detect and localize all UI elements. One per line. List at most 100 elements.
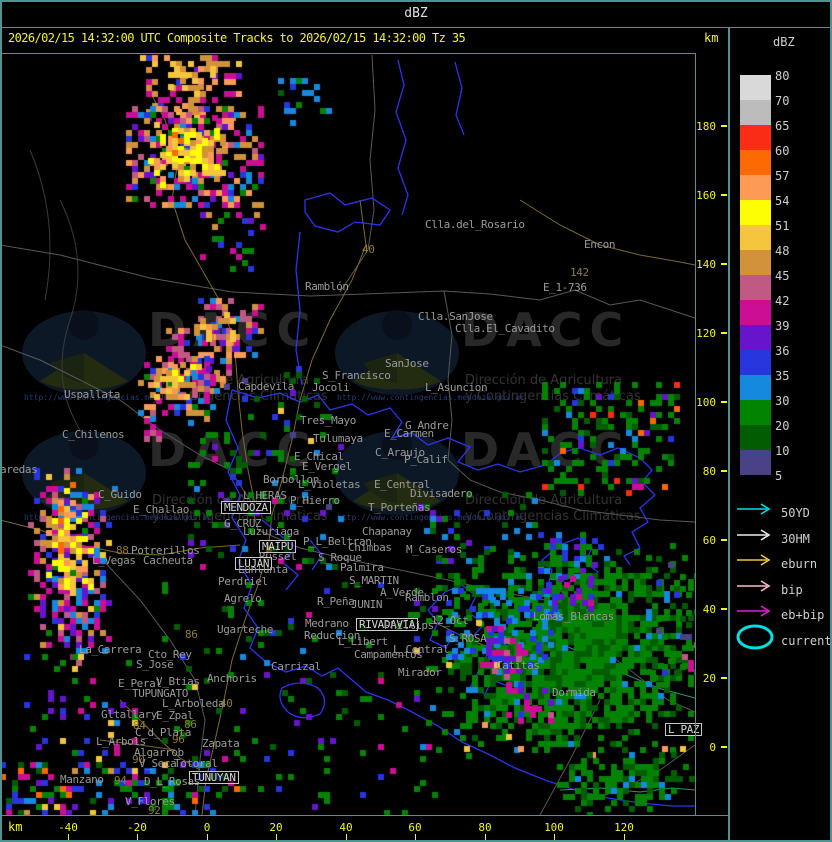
map-label-town: Algarrob: [134, 746, 184, 759]
track-legend-row: 30HM: [735, 527, 810, 553]
map-label-town: aredas: [0, 463, 38, 476]
map-label-town: Palmira: [340, 561, 384, 574]
map-label-city-boxed: L_PAZ: [665, 723, 703, 736]
dbz-swatch: [740, 350, 771, 375]
frame-bottom: [0, 840, 832, 842]
map-label-route-number: 86: [185, 628, 198, 641]
legend-panel: dBZ 80 70 65 60 57 54 51 48 45 42 39 36 35 30 20 10 5 50…: [729, 27, 832, 842]
right-axis-tick-label: 0: [709, 741, 716, 754]
map-label-town: V_Flores: [125, 795, 175, 808]
map-label-city-boxed: RIVADAVIA: [356, 618, 419, 631]
50YD-arrow-icon: [737, 503, 771, 515]
right-axis-tick: [721, 332, 727, 334]
dbz-swatch: [740, 325, 771, 350]
map-label-town: P_Hierro: [290, 494, 340, 507]
dbz-swatch: [740, 375, 771, 400]
map-label-route-number: 94: [114, 774, 127, 787]
right-axis-tick: [721, 608, 727, 610]
map-label-town: Capdevila: [238, 380, 295, 393]
map-label-town: E_Central: [374, 478, 431, 491]
map-label-town: Cacheuta: [143, 554, 193, 567]
dbz-scale-label: 39: [775, 319, 790, 333]
dbz-scale-label: 70: [775, 94, 790, 108]
map-label-route-number: 84: [133, 719, 146, 732]
map-label-town: L_Violetas: [298, 478, 361, 491]
map-label-town: Perdriel: [218, 575, 268, 588]
map-bottom-border: [0, 815, 729, 816]
bottom-axis-tick-label: 40: [339, 821, 353, 834]
eburn-arrow-icon: [737, 554, 771, 566]
map-label-town: Tres_Mayo: [300, 414, 357, 427]
dbz-swatch: [740, 425, 771, 450]
map-label-city-boxed: LUJAN: [235, 557, 273, 570]
map-label-town: S_MARTIN: [349, 574, 399, 587]
map-label-town: S_Francisco: [322, 369, 391, 382]
map-label-city-boxed: TUNUYAN: [189, 771, 239, 784]
map-label-city-boxed: MAIPU: [259, 540, 297, 553]
map-label-route-number: 142: [570, 266, 589, 279]
dbz-swatch: [740, 275, 771, 300]
track-legend-label: 30HM: [781, 531, 810, 546]
bottom-axis-tick: [485, 834, 486, 840]
map-label-town: Tulumaya: [313, 432, 363, 445]
bottom-axis-tick-label: 80: [478, 821, 492, 834]
bottom-axis-tick: [68, 834, 69, 840]
map-label-town: E_Challao: [133, 503, 190, 516]
bottom-axis-tick-label: 20: [269, 821, 283, 834]
right-axis-tick-label: 20: [702, 672, 716, 685]
map-label-town: Potrerillos: [131, 544, 200, 557]
map-label-route-number: 88: [116, 544, 129, 557]
right-axis-tick: [721, 401, 727, 403]
dbz-scale-label: 20: [775, 419, 790, 433]
map-label-town: L_Arboleda: [162, 697, 225, 710]
map-label-town: Mirador: [398, 666, 442, 679]
map-label-town: Ramblón: [305, 280, 349, 293]
dbz-swatch: [740, 300, 771, 325]
right-axis-tick-label: 140: [696, 258, 716, 271]
map-label-city-boxed: MENDOZA: [221, 501, 271, 514]
right-axis-tick-label: 40: [702, 603, 716, 616]
track-legend-label: eburn: [781, 557, 818, 571]
map-label-town: Catitas: [496, 659, 540, 672]
map-label-town: Phillips: [384, 619, 434, 632]
map-label-town: E_1-736: [543, 281, 587, 294]
map-label-town: C_Guido: [98, 488, 142, 501]
bottom-axis-tick: [554, 834, 555, 840]
right-axis-tick-label: 180: [696, 120, 716, 133]
map-label-town: S_ROSA: [449, 632, 487, 645]
map-label-town: Luzuriaga: [243, 525, 300, 538]
track-legend-label: 50YD: [781, 506, 810, 520]
dbz-scale-label: 42: [775, 294, 790, 308]
map-label-route-number: 92: [148, 804, 161, 817]
frame-left: [0, 0, 2, 842]
dbz-scale-label: 30: [775, 394, 790, 408]
bottom-axis-tick-label: 60: [408, 821, 422, 834]
dbz-scale-label: 5: [775, 469, 783, 483]
dbz-scale-label: 80: [775, 69, 790, 83]
map-label-town: Dormida: [552, 686, 596, 699]
track-legend-label: eb+bip: [781, 608, 825, 622]
map-label-town: V_Seca: [139, 757, 177, 770]
map-label-town: M_Caseros: [406, 543, 463, 556]
map-label-town: L_Libert: [338, 635, 388, 648]
map-label-town: Zapata: [202, 737, 240, 750]
map-label-town: Divisadero: [410, 487, 473, 500]
map-label-route-number: 96: [172, 733, 185, 746]
dbz-scale-label: 57: [775, 169, 790, 183]
map-label-town: TUPUNGATO: [132, 687, 189, 700]
frame-top: [0, 0, 832, 2]
dbz-scale-label: 60: [775, 144, 790, 158]
track-legend-row: eburn: [735, 552, 817, 578]
map-label-town: Anchoris: [207, 672, 257, 685]
right-axis-tick-label: 60: [702, 534, 716, 547]
track-legend-row: bip: [735, 578, 803, 604]
dbz-swatch: [740, 250, 771, 275]
map-label-town: Clla.SanJose: [418, 310, 493, 323]
map-label-route-number: 86: [184, 718, 197, 731]
map-label-town: Uspallata: [64, 388, 121, 401]
map-label-town: Gltallary: [101, 708, 158, 721]
header-divider: [0, 27, 832, 28]
map-label-route-number: 40: [362, 243, 375, 256]
